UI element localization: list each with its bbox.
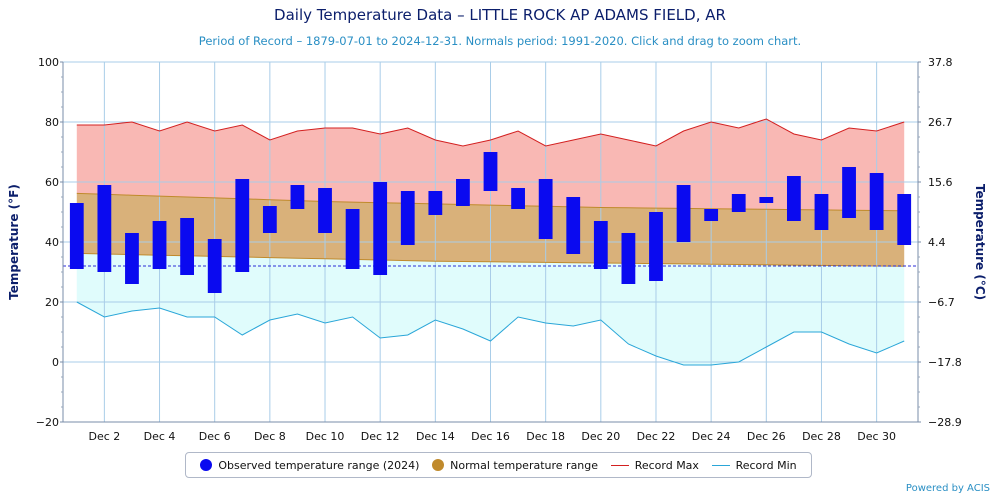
powered-by-credit[interactable]: Powered by ACIS	[905, 483, 990, 494]
x-tick-label: Dec 28	[802, 430, 841, 443]
observed-range-bar[interactable]	[290, 185, 305, 209]
x-tick-label: Dec 8	[254, 430, 286, 443]
legend-label-normal: Normal temperature range	[450, 458, 599, 472]
observed-range-bar[interactable]	[676, 185, 691, 242]
observed-range-bar[interactable]	[69, 203, 84, 269]
observed-range-bar[interactable]	[373, 182, 388, 275]
x-tick-label: Dec 14	[416, 430, 455, 443]
legend-swatch-record-max	[610, 464, 629, 466]
y-axis-label-fahrenheit: Temperature (°F)	[7, 184, 21, 300]
observed-range-bar[interactable]	[97, 185, 112, 272]
y-tick-label-right: −6.7	[928, 296, 955, 309]
chart-title: Daily Temperature Data – LITTLE ROCK AP …	[274, 6, 726, 24]
y-tick-label-left: 100	[38, 56, 59, 69]
y-tick-label-left: 40	[45, 236, 59, 249]
chart-legend: Observed temperature range (2024) Normal…	[185, 452, 812, 478]
observed-range-bar[interactable]	[786, 176, 801, 221]
x-tick-label: Dec 6	[199, 430, 231, 443]
observed-range-bar[interactable]	[180, 218, 195, 275]
x-tick-label: Dec 26	[747, 430, 786, 443]
observed-range-bar[interactable]	[593, 221, 608, 269]
observed-range-bar[interactable]	[621, 233, 636, 284]
y-tick-label-left: 60	[45, 176, 59, 189]
observed-range-bar[interactable]	[842, 167, 856, 218]
observed-range-bar[interactable]	[511, 188, 525, 209]
x-tick-label: Dec 30	[857, 430, 896, 443]
observed-range-bar[interactable]	[428, 191, 443, 215]
legend-item-observed[interactable]: Observed temperature range (2024)	[200, 459, 419, 472]
legend-label-record-max: Record Max	[634, 458, 699, 472]
y-axis-label-celsius: Temperature (°C)	[973, 183, 987, 301]
observed-range-bar[interactable]	[649, 212, 663, 281]
observed-range-bar[interactable]	[318, 188, 332, 233]
legend-swatch-normal	[432, 459, 445, 471]
x-tick-label: Dec 20	[581, 430, 620, 443]
normal-high-line	[76, 192, 905, 212]
observed-range-bar[interactable]	[262, 206, 277, 233]
legend-swatch-record-min	[711, 464, 730, 466]
record-min-line[interactable]	[76, 301, 905, 366]
y-tick-label-left: 80	[45, 116, 59, 129]
y-tick-label-right: 37.8	[928, 56, 953, 69]
x-tick-label: Dec 16	[471, 430, 510, 443]
legend-item-record-max[interactable]: Record Max	[610, 458, 699, 472]
legend-item-record-min[interactable]: Record Min	[711, 458, 797, 472]
observed-range-bar[interactable]	[456, 179, 470, 206]
observed-range-bar[interactable]	[814, 194, 829, 230]
observed-range-bar[interactable]	[759, 197, 774, 203]
y-tick-label-right: −28.9	[928, 416, 962, 429]
observed-range-bar[interactable]	[345, 209, 360, 269]
observed-range-bar[interactable]	[483, 152, 498, 191]
observed-range-bar[interactable]	[897, 194, 912, 245]
y-tick-label-right: 4.4	[928, 236, 946, 249]
chart-subtitle: Period of Record – 1879-07-01 to 2024-12…	[198, 34, 802, 48]
x-tick-label: Dec 2	[88, 430, 120, 443]
observed-range-bar[interactable]	[125, 233, 139, 284]
x-tick-label: Dec 24	[692, 430, 731, 443]
observed-range-bar[interactable]	[731, 194, 746, 212]
y-tick-label-left: 0	[52, 356, 59, 369]
x-tick-label: Dec 18	[526, 430, 565, 443]
observed-range-bar[interactable]	[566, 197, 581, 254]
legend-item-normal[interactable]: Normal temperature range	[432, 459, 598, 472]
y-tick-label-right: 26.7	[928, 116, 953, 129]
y-tick-label-left: 20	[45, 296, 59, 309]
legend-swatch-observed	[200, 459, 213, 471]
x-tick-label: Dec 4	[144, 430, 176, 443]
y-tick-label-right: −17.8	[928, 356, 962, 369]
observed-range-bar[interactable]	[207, 239, 222, 293]
y-tick-label-left: −20	[36, 416, 59, 429]
observed-range-bar[interactable]	[538, 179, 553, 239]
record-max-line[interactable]	[76, 118, 905, 147]
observed-range-bar[interactable]	[704, 209, 719, 221]
observed-range-bar[interactable]	[152, 221, 167, 269]
legend-label-observed: Observed temperature range (2024)	[218, 458, 420, 472]
x-tick-label: Dec 12	[361, 430, 400, 443]
observed-range-bar[interactable]	[235, 179, 250, 272]
observed-range-bar[interactable]	[869, 173, 884, 230]
x-tick-label: Dec 10	[306, 430, 345, 443]
x-tick-label: Dec 22	[637, 430, 676, 443]
legend-label-record-min: Record Min	[735, 458, 797, 472]
observed-range-bar[interactable]	[400, 191, 415, 245]
y-tick-label-right: 15.6	[928, 176, 953, 189]
